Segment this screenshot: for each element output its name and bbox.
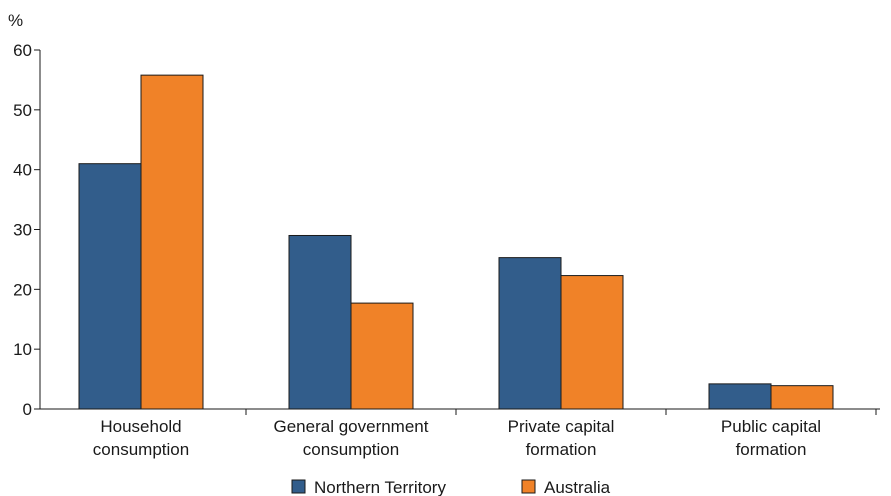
bar-northern-territory-0 — [78, 163, 142, 410]
y-tick-label: 20 — [13, 280, 32, 299]
x-tick-label: formation — [526, 440, 597, 459]
bars — [78, 74, 834, 410]
x-tick-label: Private capital — [508, 417, 615, 436]
y-tick-label: 30 — [13, 221, 32, 240]
legend-label-northern-territory: Northern Territory — [314, 478, 446, 496]
x-axis-labels: Household consumption General government co… — [93, 409, 877, 459]
x-tick-label: formation — [736, 440, 807, 459]
x-tick-label: Household — [100, 417, 181, 436]
legend-swatch-northern-territory — [291, 479, 306, 494]
y-axis-label: % — [8, 11, 23, 30]
y-tick-label: 10 — [13, 340, 32, 359]
x-tick-label: consumption — [93, 440, 189, 459]
legend: Northern Territory Australia — [291, 478, 611, 496]
bar-australia-1 — [350, 302, 414, 410]
bar-australia-2 — [560, 275, 624, 410]
legend-label-australia: Australia — [544, 478, 611, 496]
bar-australia-0 — [140, 74, 204, 410]
bar-northern-territory-3 — [708, 383, 772, 410]
y-tick-label: 50 — [13, 101, 32, 120]
bar-northern-territory-2 — [498, 257, 562, 410]
x-tick-label: General government — [274, 417, 429, 436]
y-tick-label: 0 — [23, 400, 32, 419]
x-tick-label: Public capital — [721, 417, 821, 436]
legend-swatch-australia — [521, 479, 536, 494]
bar-northern-territory-1 — [288, 234, 352, 410]
y-tick-label: 60 — [13, 41, 32, 60]
y-tick-label: 40 — [13, 161, 32, 180]
x-tick-label: consumption — [303, 440, 399, 459]
y-axis-ticks: 0 10 20 30 40 50 60 — [13, 41, 40, 419]
bar-australia-3 — [770, 385, 834, 410]
